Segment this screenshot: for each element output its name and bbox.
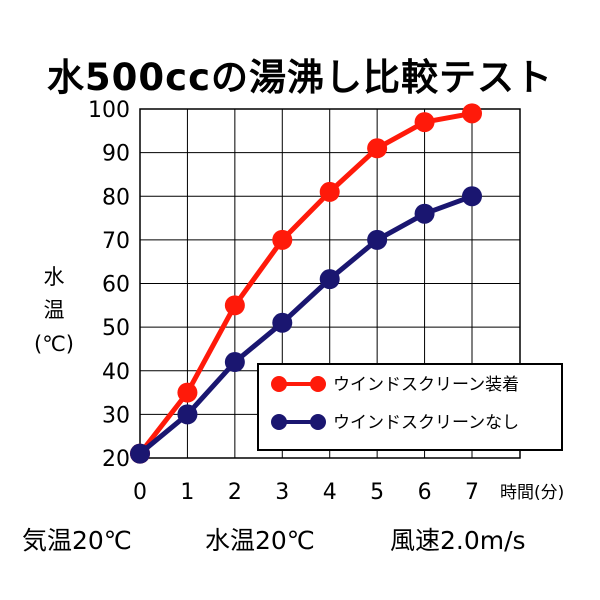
y-axis-label-line-1: 水 — [44, 265, 65, 289]
legend-marker-1b — [310, 414, 326, 430]
y-tick-labels: 20 30 40 50 60 70 80 90 100 — [88, 98, 130, 472]
x-tick-label: 3 — [275, 480, 289, 505]
footer-water-temp: 水温20℃ — [205, 526, 315, 555]
footer-air-temp: 気温20℃ — [22, 526, 132, 555]
series-0-point — [224, 295, 245, 316]
x-tick-labels: 0 1 2 3 4 5 6 7 — [133, 480, 479, 505]
series-group — [130, 103, 482, 464]
series-1-point — [224, 352, 245, 373]
x-tick-label: 7 — [465, 480, 479, 505]
y-axis-label-line-3: (℃) — [34, 332, 74, 356]
legend-marker-0b — [310, 376, 326, 392]
series-0-point — [367, 138, 388, 159]
y-tick-label: 100 — [88, 98, 130, 123]
y-tick-label: 40 — [102, 360, 130, 385]
y-tick-label: 90 — [102, 142, 130, 167]
series-1-point — [272, 312, 293, 333]
x-tick-label: 1 — [180, 480, 194, 505]
series-1-point — [319, 269, 340, 290]
y-tick-label: 50 — [102, 316, 130, 341]
chart-title: 水500ccの湯沸し比較テスト — [47, 56, 553, 99]
series-0-point — [319, 181, 340, 202]
x-tick-label: 4 — [323, 480, 337, 505]
x-axis-label: 時間(分) — [500, 483, 564, 503]
series-1-point — [177, 404, 198, 425]
legend: ウインドスクリーン装着 ウインドスクリーンなし — [257, 363, 563, 451]
series-0-point — [177, 382, 198, 403]
x-tick-label: 6 — [418, 480, 432, 505]
series-1-point — [414, 203, 435, 224]
x-tick-label: 2 — [228, 480, 242, 505]
series-0-point — [462, 103, 482, 124]
series-1-point — [367, 229, 388, 250]
y-tick-label: 30 — [102, 403, 130, 428]
y-tick-label: 20 — [102, 447, 130, 472]
y-tick-label: 80 — [102, 185, 130, 210]
x-tick-label: 5 — [370, 480, 384, 505]
series-1-point — [462, 186, 482, 207]
footer-wind-speed: 風速2.0m/s — [390, 526, 526, 555]
legend-marker-0 — [271, 376, 287, 392]
series-0-point — [414, 112, 435, 133]
legend-marker-1 — [271, 414, 287, 430]
legend-box — [257, 363, 563, 451]
series-1-point — [130, 443, 150, 464]
legend-label-0: ウインドスクリーン装着 — [333, 375, 519, 395]
y-tick-label: 70 — [102, 229, 130, 254]
y-axis-label-line-2: 温 — [44, 298, 65, 322]
series-0-point — [272, 229, 293, 250]
legend-label-1: ウインドスクリーンなし — [333, 413, 519, 433]
y-tick-label: 60 — [102, 273, 130, 298]
x-tick-label: 0 — [133, 480, 147, 505]
